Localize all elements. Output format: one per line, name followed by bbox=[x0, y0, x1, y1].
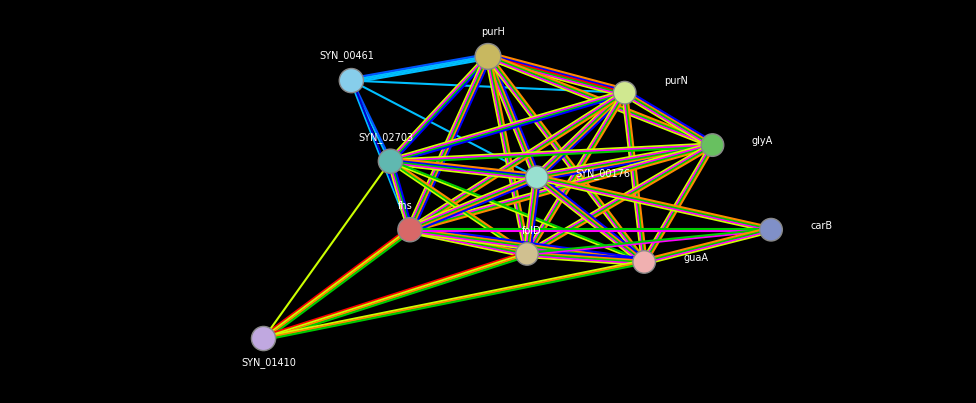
Circle shape bbox=[379, 149, 402, 173]
Text: purN: purN bbox=[664, 76, 687, 85]
Text: SYN_02703: SYN_02703 bbox=[358, 132, 413, 143]
Circle shape bbox=[475, 44, 501, 69]
Text: glyA: glyA bbox=[752, 136, 773, 146]
Text: guaA: guaA bbox=[683, 253, 709, 263]
Text: SYN_00461: SYN_00461 bbox=[319, 50, 374, 61]
Circle shape bbox=[340, 69, 363, 93]
Circle shape bbox=[613, 81, 636, 104]
Text: purH: purH bbox=[481, 27, 505, 37]
Circle shape bbox=[632, 251, 656, 273]
Circle shape bbox=[525, 166, 549, 189]
Text: SYN_01410: SYN_01410 bbox=[241, 357, 296, 368]
Text: carB: carB bbox=[810, 221, 833, 231]
Text: folD: folD bbox=[522, 226, 542, 236]
Circle shape bbox=[515, 243, 539, 265]
Circle shape bbox=[398, 218, 422, 242]
Circle shape bbox=[252, 326, 275, 351]
Text: fhs: fhs bbox=[397, 201, 413, 211]
Text: SYN_00176: SYN_00176 bbox=[576, 168, 630, 179]
Circle shape bbox=[759, 218, 783, 241]
Circle shape bbox=[701, 134, 724, 156]
